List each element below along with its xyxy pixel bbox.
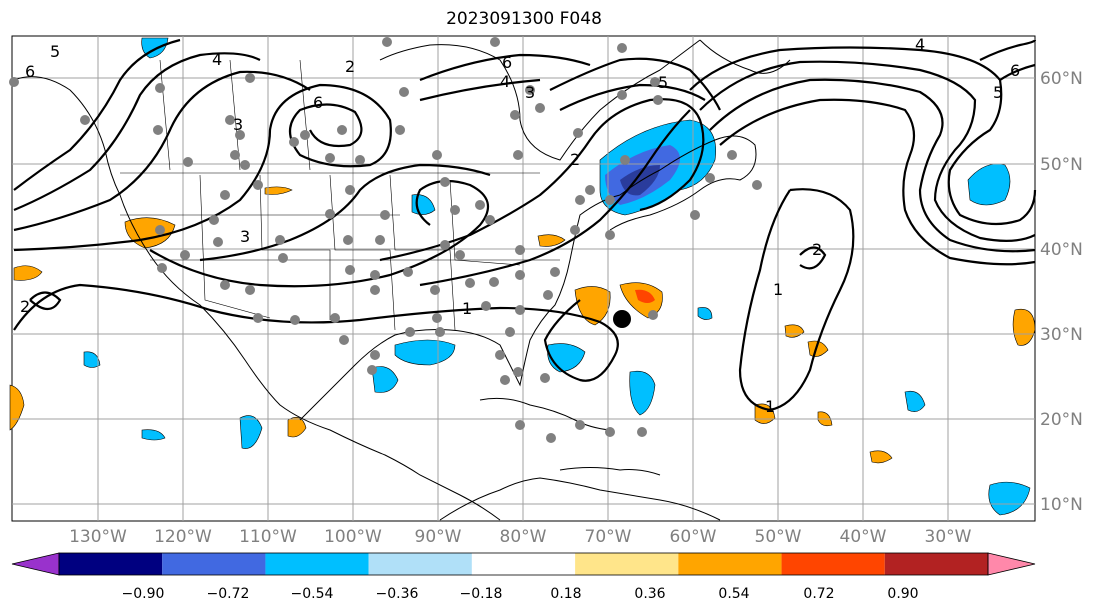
- contour-label: 2: [20, 297, 30, 316]
- colorbar-label: 0.18: [550, 586, 581, 602]
- lon-label: 130°W: [69, 527, 127, 547]
- colorbar-label: 0.36: [634, 586, 665, 602]
- contour-label: 4: [915, 35, 925, 54]
- colorbar-label: −0.90: [122, 586, 165, 602]
- latitude-axis: 60°N 50°N 40°N 30°N 20°N 10°N: [1040, 69, 1083, 515]
- lon-label: 80°W: [500, 527, 547, 547]
- colorbar-segment: [575, 553, 679, 575]
- colorbar-segment: [678, 553, 782, 575]
- contour-label: 5: [658, 73, 668, 92]
- lat-label: 10°N: [1040, 495, 1083, 515]
- lat-lon-grid: [12, 36, 1035, 521]
- lon-label: 90°W: [415, 527, 462, 547]
- colorbar-segment: [884, 553, 988, 575]
- lon-label: 100°W: [324, 527, 382, 547]
- colorbar-segment: [265, 553, 369, 575]
- contour-label: 2: [570, 150, 580, 169]
- contour-label: 2: [812, 240, 822, 259]
- contour-label: 3: [233, 115, 243, 134]
- contour-label: 4: [500, 72, 510, 91]
- contour-label-group: 6 5 4 3 2 1 3 2 6 6 5 4 4 5 6 2 1 1 3 2: [20, 35, 1020, 416]
- colorbar-segment: [471, 553, 576, 575]
- station-dots: [9, 37, 762, 443]
- storm-marker: [613, 310, 631, 328]
- colorbar-label: −0.18: [460, 586, 503, 602]
- contour-label: 6: [502, 53, 512, 72]
- colorbar-label: 0.54: [718, 586, 749, 602]
- contour-lines: [13, 38, 1037, 412]
- colorbar-extend-low: [11, 552, 60, 576]
- lon-label: 50°W: [755, 527, 802, 547]
- lon-label: 60°W: [670, 527, 717, 547]
- colorbar-segment: [368, 553, 472, 575]
- colorbar-label: −0.54: [291, 586, 334, 602]
- contour-label: 6: [1010, 61, 1020, 80]
- lat-label: 50°N: [1040, 155, 1083, 175]
- colorbar-segment: [59, 553, 163, 575]
- contour-label: 3: [525, 83, 535, 102]
- contour-label: 6: [313, 93, 323, 112]
- contour-label: 4: [212, 50, 222, 69]
- contour-label: 5: [993, 83, 1003, 102]
- contour-label: 6: [25, 62, 35, 81]
- lon-label: 70°W: [585, 527, 632, 547]
- colorbar-label: 0.90: [887, 586, 918, 602]
- lat-label: 60°N: [1040, 69, 1083, 89]
- contour-label: 3: [240, 227, 250, 246]
- colorbar-extend-high: [987, 552, 1036, 576]
- lon-label: 40°W: [840, 527, 887, 547]
- contour-label: 5: [50, 42, 60, 61]
- colorbar-labels: −0.90 −0.72 −0.54 −0.36 −0.18 0.18 0.36 …: [122, 586, 919, 602]
- colorbar-label: −0.72: [207, 586, 250, 602]
- map-title: 2023091300 F048: [446, 9, 602, 29]
- lat-label: 30°N: [1040, 325, 1083, 345]
- contour-label: 2: [345, 57, 355, 76]
- lat-label: 20°N: [1040, 410, 1083, 430]
- contour-label: 1: [765, 397, 775, 416]
- colorbar-outline: [58, 552, 989, 576]
- colorbar: [11, 552, 1036, 576]
- lon-label: 30°W: [925, 527, 972, 547]
- lon-label: 110°W: [239, 527, 297, 547]
- contour-label: 1: [462, 299, 472, 318]
- lat-label: 40°N: [1040, 240, 1083, 260]
- colorbar-segment: [781, 553, 885, 575]
- longitude-axis: 130°W 120°W 110°W 100°W 90°W 80°W 70°W 6…: [69, 527, 972, 547]
- colorbar-segment: [162, 553, 266, 575]
- colorbar-label: 0.72: [803, 586, 834, 602]
- lon-label: 120°W: [154, 527, 212, 547]
- colorbar-label: −0.36: [376, 586, 419, 602]
- contour-label: 1: [773, 280, 783, 299]
